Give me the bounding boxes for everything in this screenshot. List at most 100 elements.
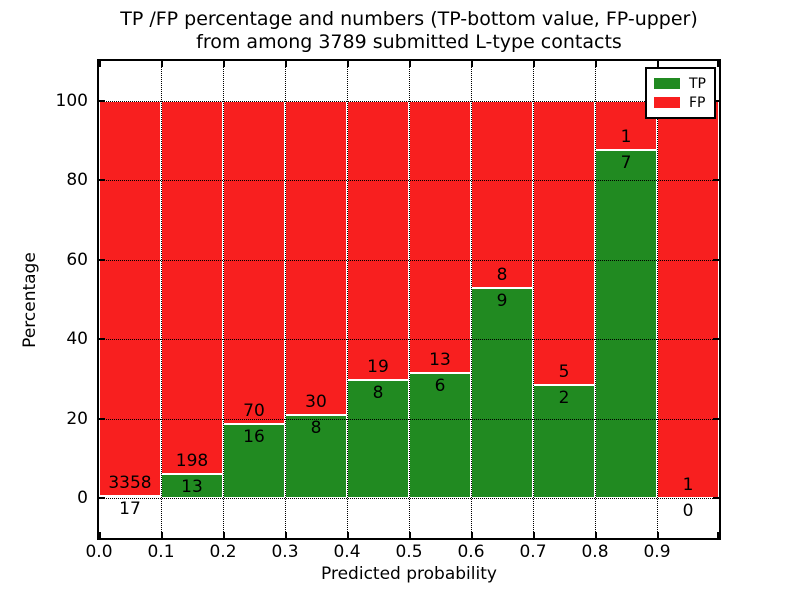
y-tick-label: 100 [55,90,88,111]
y-tick-mark-right [713,497,719,500]
tp-bar-segment [409,372,471,499]
y-tick-mark [99,497,105,500]
fp-count-label: 198 [175,450,209,471]
chart-title: TP /FP percentage and numbers (TP-bottom… [99,8,719,54]
x-tick-mark [223,532,225,538]
x-tick-mark [99,532,101,538]
x-tick-mark-top [347,61,349,67]
tp-count-label: 2 [558,387,570,408]
tp-count-label: 8 [310,417,322,438]
v-gridline [347,61,348,538]
x-tick-mark [471,532,473,538]
y-tick-mark [99,417,105,420]
tp-count-label: 8 [372,383,384,404]
v-gridline [533,61,534,538]
fp-count-label: 70 [243,401,265,422]
x-tick-mark-top [533,61,535,67]
v-gridline [223,61,224,538]
fp-bar-segment [409,100,471,373]
tp-bar-segment [595,150,657,499]
fp-bar-segment [657,100,719,499]
x-tick-mark-top [161,61,163,67]
chart-title-line1: TP /FP percentage and numbers (TP-bottom… [120,8,698,30]
chart-title-line2: from among 3789 submitted L-type contact… [196,31,622,53]
legend-label: TP [689,75,706,92]
x-tick-mark [285,532,287,538]
y-tick-mark-right [713,258,719,261]
tp-count-label: 13 [181,476,203,497]
tp-bar-segment [533,384,595,499]
fp-count-label: 5 [558,361,570,382]
legend-row: FP [654,93,706,112]
y-tick-label: 40 [66,329,88,350]
tp-bar-segment [285,414,347,499]
x-tick-mark [717,532,719,538]
legend-label: FP [689,94,706,111]
fp-count-label: 13 [429,349,451,370]
x-tick-mark [347,532,349,538]
fp-count-label: 1 [620,127,632,148]
x-tick-mark-top [409,61,411,67]
tp-count-label: 9 [496,290,508,311]
x-tick-label: 0.4 [333,542,361,562]
y-tick-mark [99,258,105,261]
fp-count-label: 30 [305,391,327,412]
legend-row: TP [654,74,706,93]
y-tick-mark-right [713,417,719,420]
x-tick-label: 0.6 [457,542,485,562]
x-tick-label: 0.1 [147,542,175,562]
y-tick-mark [99,99,105,102]
tp-bar-segment [99,496,161,499]
fp-count-label: 1 [682,475,694,496]
fp-bar-segment [223,100,285,425]
tp-count-label: 7 [620,153,632,174]
y-tick-label: 60 [66,249,88,270]
x-tick-mark-top [595,61,597,67]
x-tick-label: 0.2 [209,542,237,562]
v-gridline [161,61,162,538]
legend-swatch-fp [654,97,680,108]
x-tick-mark [657,532,659,538]
tp-count-label: 16 [243,427,265,448]
x-tick-mark [595,532,597,538]
x-tick-mark [409,532,411,538]
x-tick-label: 0.5 [395,542,423,562]
fp-count-label: 8 [496,264,508,285]
y-tick-label: 80 [66,170,88,191]
legend: TP FP [645,67,716,119]
fp-count-label: 19 [367,357,389,378]
fp-count-label: 3358 [108,473,152,494]
y-tick-mark [99,338,105,341]
fp-bar-segment [99,100,161,497]
x-tick-label: 0.9 [643,542,671,562]
fp-bar-segment [533,100,595,385]
tp-count-label: 17 [119,499,141,520]
x-tick-mark-top [285,61,287,67]
tp-count-label: 6 [434,375,446,396]
x-tick-label: 0.8 [581,542,609,562]
x-tick-label: 0.3 [271,542,299,562]
y-tick-label: 0 [77,488,88,509]
y-tick-mark-right [713,179,719,182]
x-tick-mark-top [99,61,101,67]
y-tick-mark [99,179,105,182]
x-tick-mark-top [657,61,659,67]
v-gridline [471,61,472,538]
tp-bar-segment [471,287,533,499]
x-axis-label: Predicted probability [321,564,497,584]
y-tick-mark-right [713,99,719,102]
y-tick-label: 20 [66,408,88,429]
plot-area: TP FP 3358 17 198 13 70 16 30 8 19 8 13 6 8 9 5 2 1 7 1 0 [97,59,721,540]
tp-bar-segment [161,473,223,499]
x-tick-mark-top [471,61,473,67]
v-gridline [409,61,410,538]
legend-swatch-tp [654,78,680,89]
v-gridline [595,61,596,538]
x-tick-mark-top [223,61,225,67]
x-tick-mark-top [717,61,719,67]
fp-bar-segment [285,100,347,415]
fp-bar-segment [471,100,533,288]
y-tick-mark-right [713,338,719,341]
v-gridline [285,61,286,538]
